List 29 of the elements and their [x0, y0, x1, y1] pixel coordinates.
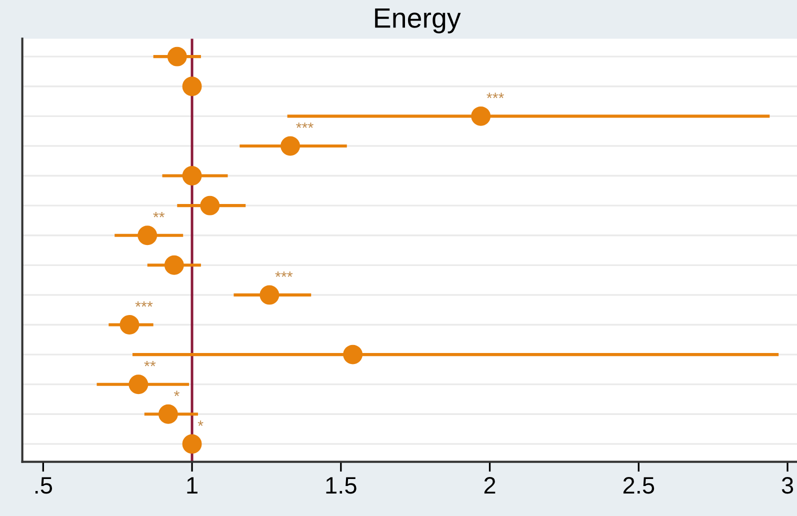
point — [138, 226, 158, 246]
x-tick-label: 3 — [782, 477, 794, 494]
x-tick-label: 2.5 — [623, 477, 654, 494]
point — [128, 374, 148, 394]
point — [120, 315, 140, 334]
chart-title: Energy — [375, 8, 461, 34]
point — [164, 255, 184, 275]
x-tick-label: 1.5 — [326, 477, 356, 494]
data-label: * — [174, 390, 180, 396]
data-label: ** — [153, 212, 165, 218]
point — [280, 136, 300, 156]
point — [260, 285, 280, 305]
point — [167, 46, 187, 66]
data-label: * — [198, 420, 204, 426]
data-label: ** — [144, 360, 156, 366]
point — [182, 166, 202, 186]
point — [182, 76, 202, 96]
data-label: *** — [486, 92, 504, 98]
point — [343, 344, 363, 364]
x-tick-label: 1 — [187, 477, 198, 494]
point — [200, 196, 220, 216]
point — [182, 434, 202, 454]
x-tick-label: .5 — [35, 477, 52, 494]
x-tick-label: 2 — [484, 477, 496, 494]
data-label: *** — [135, 301, 153, 307]
point — [158, 404, 178, 424]
data-label: *** — [275, 272, 293, 277]
point — [471, 106, 491, 126]
data-label: *** — [296, 122, 314, 128]
